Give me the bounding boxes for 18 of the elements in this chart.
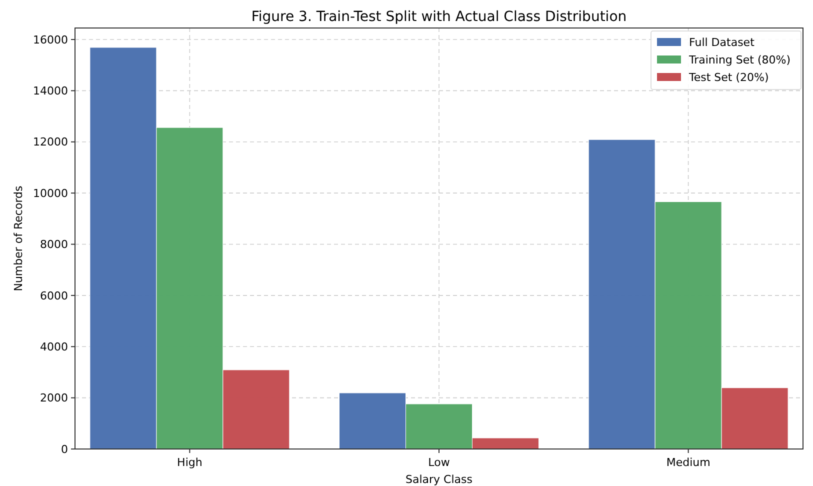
y-tick-label: 12000 (33, 136, 68, 149)
legend-label: Test Set (20%) (688, 71, 769, 84)
chart-title: Figure 3. Train-Test Split with Actual Class Distribution (251, 9, 627, 25)
y-axis-title: Number of Records (12, 185, 25, 292)
x-tick-label: Low (428, 456, 450, 469)
y-tick-label: 14000 (33, 84, 68, 98)
x-tick-label: High (177, 456, 202, 469)
x-axis-title: Salary Class (406, 473, 473, 486)
y-tick-label: 10000 (33, 186, 68, 200)
y-tick-label: 6000 (40, 289, 68, 302)
y-tick-label: 16000 (33, 33, 68, 46)
y-tick-label: 8000 (40, 238, 68, 252)
y-tick-label: 4000 (40, 340, 68, 354)
legend-label: Full Dataset (689, 36, 756, 49)
legend-label: Training Set (80%) (688, 54, 790, 66)
y-tick-label: 2000 (40, 392, 68, 405)
y-tick-label: 0 (61, 442, 68, 456)
x-tick-label: Medium (666, 456, 710, 469)
